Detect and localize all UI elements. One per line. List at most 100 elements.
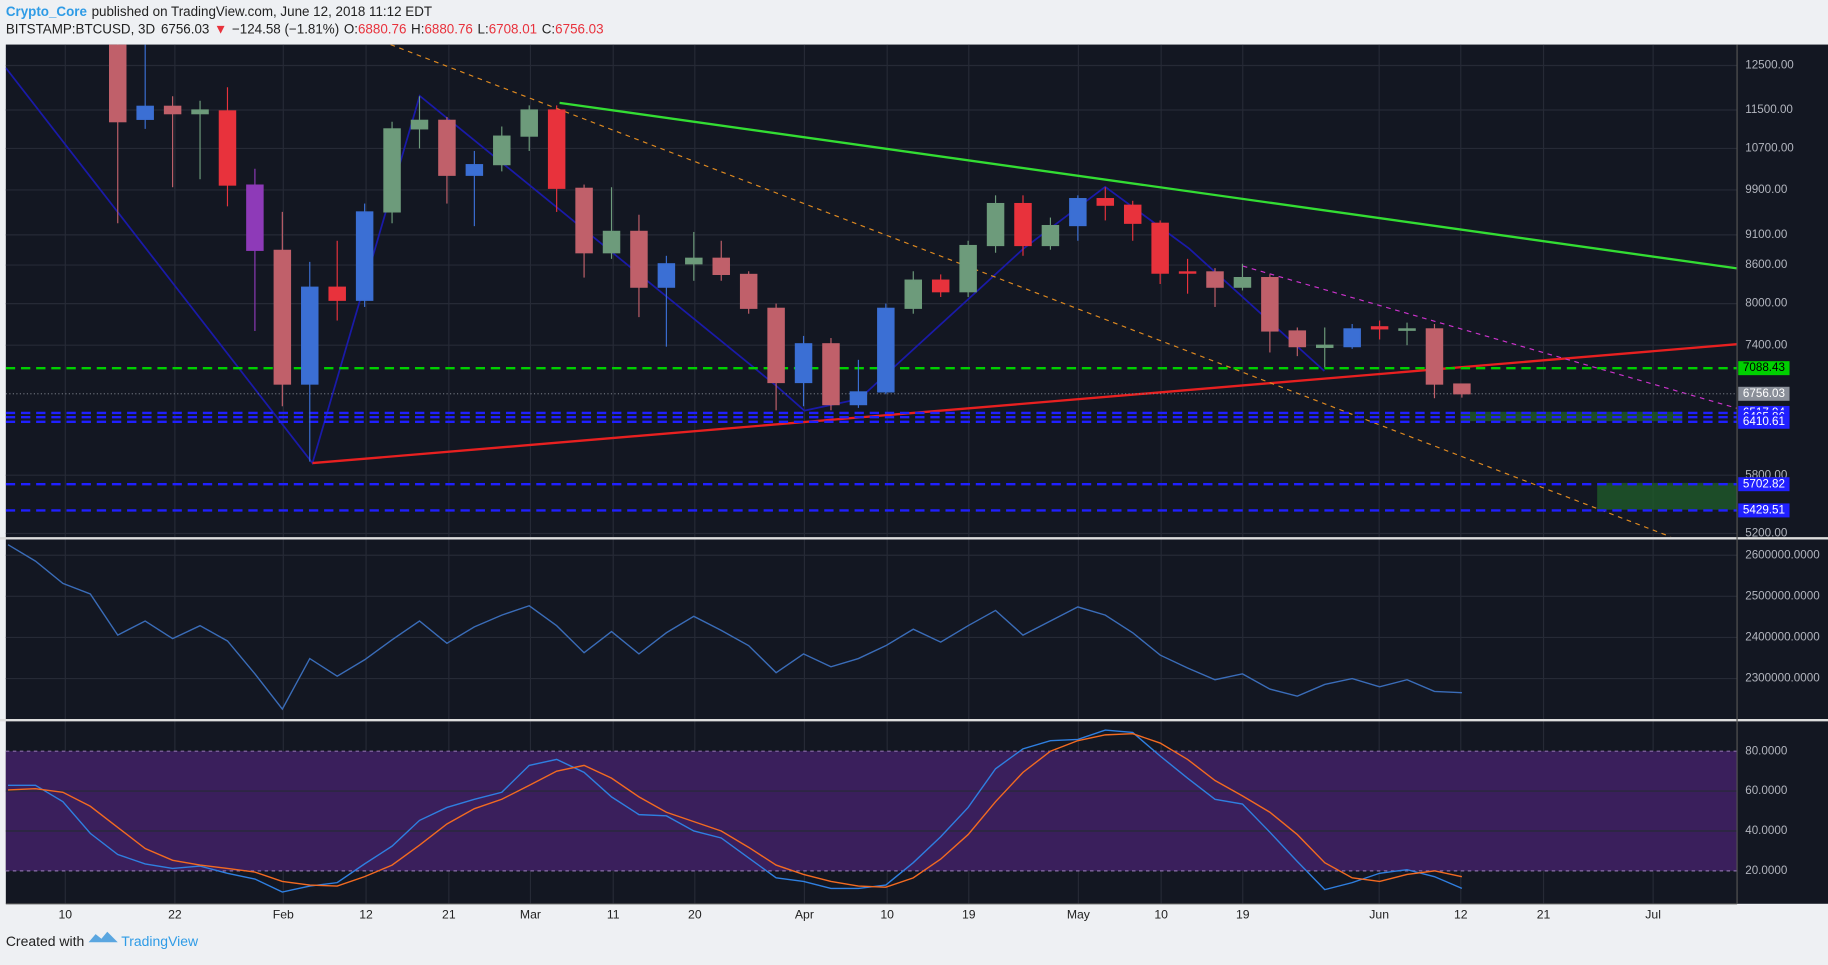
change: −124.58 (−1.81%) [232, 21, 339, 36]
candle-body [1261, 276, 1279, 332]
candle-body [931, 279, 950, 293]
candle-body [1343, 328, 1361, 348]
candle-body [712, 257, 730, 275]
zone [1597, 482, 1738, 510]
y-tick-label: 9900.00 [1745, 183, 1788, 196]
level-label: 6756.03 [1743, 387, 1785, 400]
candle-body [877, 307, 895, 393]
candle-body [1069, 198, 1087, 227]
candle-body [1425, 328, 1444, 385]
x-tick-label: 10 [880, 908, 894, 922]
ohlc-value: 6708.01 [489, 21, 537, 36]
brand[interactable]: TradingView [121, 933, 199, 949]
y-tick-label: 12500.00 [1745, 59, 1794, 72]
symbol-line: BITSTAMP:BTCUSD, 3D 6756.03 ▼ −124.58 (−1.8… [6, 21, 604, 36]
candle-body [383, 128, 401, 213]
created-with: Created with [6, 933, 84, 949]
x-tick-label: May [1067, 908, 1091, 922]
x-tick-label: Jun [1369, 908, 1389, 922]
candle-body [547, 109, 566, 189]
level-label: 6410.61 [1743, 415, 1785, 428]
y-tick-label: 60.0000 [1745, 784, 1788, 797]
trend-line [559, 101, 1738, 270]
candle-body [685, 257, 703, 265]
arrow: ▼ [214, 21, 227, 36]
level-label: 5702.82 [1743, 477, 1785, 490]
candle-body [109, 44, 127, 123]
candle-body [1123, 204, 1142, 224]
y-tick-label: 20.0000 [1745, 864, 1788, 877]
ohlc: O:6880.76 H:6880.76 L:6708.01 C:6756.03 [344, 21, 604, 36]
last: 6756.03 [161, 21, 209, 36]
pane [7, 544, 1462, 711]
trend-line [1242, 265, 1738, 409]
series-line [7, 544, 1462, 711]
y-tick-label: 2500000.0000 [1745, 589, 1820, 602]
series-line [8, 729, 1463, 893]
series-line [7, 732, 1463, 888]
y-tick-label: 5200.00 [1745, 527, 1788, 540]
candle-body [849, 391, 868, 406]
y-tick-label: 2300000.0000 [1745, 672, 1820, 685]
pane [5, 44, 1738, 537]
candle-body [438, 119, 456, 176]
y-tick-label: 8600.00 [1745, 258, 1788, 271]
header-line: Crypto_Core published on TradingView.com,… [6, 3, 432, 18]
band [5, 751, 1738, 871]
candle-body [1370, 326, 1389, 330]
x-tick-label: Feb [273, 908, 294, 922]
candle-body [657, 263, 676, 288]
candle-body [1398, 328, 1416, 331]
candle-body [218, 110, 237, 186]
ohlc-value: 6880.76 [424, 21, 472, 36]
x-tick-label: 21 [442, 908, 456, 922]
level-label: 7088.43 [1743, 361, 1785, 374]
y-tick-label: 40.0000 [1745, 824, 1788, 837]
ohlc-key: L: [478, 21, 489, 36]
ohlc-key: H: [411, 21, 424, 36]
x-tick-label: 22 [168, 908, 182, 922]
y-tick-label: 7400.00 [1745, 338, 1788, 351]
level-tag [1738, 361, 1790, 376]
tv-logo [88, 931, 118, 943]
pane [7, 729, 1463, 893]
candle-body [959, 244, 977, 293]
level-tag [1738, 414, 1790, 429]
ohlc-key: C: [542, 21, 555, 36]
ohlc-key: O: [344, 21, 358, 36]
ohlc-value: 6880.76 [358, 21, 406, 36]
x-tick-label: 19 [962, 908, 976, 922]
x-tick-label: 20 [688, 908, 702, 922]
x-tick-label: 10 [58, 908, 72, 922]
candle-body [163, 105, 182, 115]
candle-body [493, 135, 511, 166]
ohlc-value: 6756.03 [555, 21, 603, 36]
x-tick-label: 10 [1154, 908, 1168, 922]
candle-body [273, 249, 292, 385]
candle-body [1178, 271, 1197, 274]
x-tick-label: Apr [795, 908, 814, 922]
candle-body [520, 109, 538, 137]
x-tick-label: 11 [607, 908, 620, 922]
candle-body [794, 343, 813, 384]
candle-body [822, 343, 840, 406]
candle-body [1453, 383, 1471, 395]
candle-body [739, 273, 758, 309]
plots: 10 22 Feb 12 21 Mar 11 20 Apr 10 19 May 10 19 Jun 12 21 J… [0, 44, 1828, 922]
x-tick-label: 19 [1236, 908, 1250, 922]
author[interactable]: Crypto_Core [6, 3, 87, 18]
candle-body [904, 279, 923, 309]
level-label: 5429.51 [1743, 503, 1785, 516]
y-tick-label: 10700.00 [1745, 142, 1794, 155]
candle-body [301, 286, 319, 385]
level-tag [1738, 503, 1790, 518]
candle-body [1041, 224, 1060, 247]
candle-body [1206, 271, 1224, 288]
candle-body [355, 211, 374, 301]
y-tick-label: 11500.00 [1745, 103, 1793, 116]
y-tick-label: 80.0000 [1745, 744, 1788, 757]
published: published on TradingView.com, June 12, 2… [92, 3, 432, 18]
y-tick-label: 8000.00 [1745, 297, 1788, 310]
